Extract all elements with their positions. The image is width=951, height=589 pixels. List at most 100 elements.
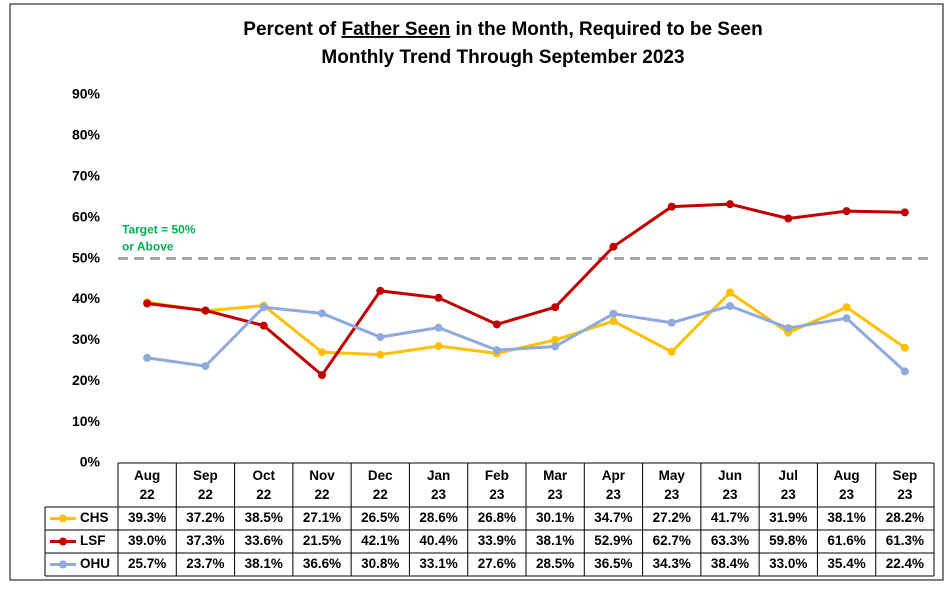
x-tick-part: Mar (543, 468, 568, 483)
table-value: 38.5% (245, 510, 283, 525)
x-tick-part: Apr (602, 468, 626, 483)
title-part: Percent of (243, 19, 341, 40)
x-tick-label: Oct 22 (252, 468, 275, 502)
table-value: 61.3% (886, 533, 924, 548)
x-tick-part: Dec (368, 468, 393, 483)
point (900, 343, 909, 352)
point (259, 303, 268, 312)
x-tick-part: 23 (897, 487, 913, 502)
table-value: 33.6% (245, 533, 283, 548)
target-label: Target = 50% (122, 223, 196, 237)
point (143, 353, 152, 362)
table-value: 30.1% (536, 510, 574, 525)
table-value: 23.7% (186, 556, 224, 571)
point (492, 320, 501, 329)
x-tick-part: 23 (781, 487, 797, 502)
table-value: 36.6% (303, 556, 341, 571)
point (667, 318, 676, 327)
x-tick-part: Aug (833, 468, 859, 483)
point (609, 317, 618, 326)
point (492, 346, 501, 355)
x-tick-label: May 23 (659, 468, 686, 502)
legend-label: CHS (80, 510, 109, 525)
table-value: 31.9% (769, 510, 807, 525)
table-value: 25.7% (128, 556, 166, 571)
y-tick-label: 90% (72, 86, 101, 102)
title-part: Father Seen (341, 19, 450, 40)
table-value: 28.5% (536, 556, 574, 571)
point (726, 200, 734, 209)
x-tick-part: 23 (839, 487, 855, 502)
y-tick-label: 60% (72, 208, 101, 224)
point (609, 309, 618, 318)
x-tick-part: 23 (431, 487, 447, 502)
table-value: 37.2% (186, 510, 224, 525)
legend-label: LSF (80, 533, 106, 548)
legend-marker (59, 514, 67, 523)
x-tick-part: Nov (309, 468, 335, 483)
y-tick-label: 70% (72, 167, 101, 183)
point (900, 367, 909, 376)
table-value: 61.6% (827, 533, 865, 548)
x-tick-part: 22 (198, 487, 213, 502)
point (318, 309, 326, 318)
table-value: 36.5% (594, 556, 632, 571)
y-tick-label: 0% (80, 454, 101, 470)
x-tick-label: Aug 22 (134, 468, 160, 502)
point (551, 303, 560, 312)
x-tick-label: Dec 22 (368, 468, 393, 502)
x-tick-part: Sep (193, 468, 218, 483)
table-value: 42.1% (361, 533, 399, 548)
x-tick-part: Jun (718, 468, 742, 483)
point (201, 362, 210, 371)
point (842, 303, 851, 312)
x-tick-part: 23 (548, 487, 564, 502)
table-value: 63.3% (711, 533, 749, 548)
table-value: 34.7% (594, 510, 632, 525)
legend-label: OHU (80, 556, 110, 571)
x-tick-part: Jan (427, 468, 450, 483)
point (609, 242, 618, 251)
table-value: 41.7% (711, 510, 749, 525)
x-tick-label: Sep 23 (892, 468, 917, 502)
point (259, 321, 268, 330)
x-tick-part: 22 (140, 487, 155, 502)
point (842, 207, 851, 216)
x-tick-part: Sep (892, 468, 917, 483)
table-value: 33.9% (478, 533, 516, 548)
point (784, 324, 793, 333)
x-tick-part: 23 (664, 487, 680, 502)
x-tick-part: Oct (252, 468, 275, 483)
point (434, 293, 443, 302)
x-tick-part: Jul (779, 468, 799, 483)
point (434, 342, 443, 351)
x-tick-label: Mar 23 (543, 468, 568, 502)
x-tick-label: Feb 23 (485, 468, 509, 502)
table-value: 33.1% (419, 556, 457, 571)
x-tick-label: Apr 23 (602, 468, 626, 502)
point (726, 301, 734, 310)
point (318, 348, 326, 357)
table-value: 39.0% (128, 533, 166, 548)
point (900, 208, 909, 217)
point (842, 314, 851, 323)
legend-marker (59, 560, 67, 569)
table-value: 33.0% (769, 556, 807, 571)
table-value: 34.3% (653, 556, 691, 571)
y-tick-label: 80% (72, 127, 101, 143)
x-tick-part: 22 (373, 487, 388, 502)
table-value: 28.6% (419, 510, 457, 525)
chart-border (9, 3, 944, 581)
x-tick-part: 23 (606, 487, 622, 502)
table-value: 52.9% (594, 533, 632, 548)
table-value: 37.3% (186, 533, 224, 548)
table-value: 26.8% (478, 510, 516, 525)
table-value: 38.1% (245, 556, 283, 571)
x-tick-part: Aug (134, 468, 160, 483)
x-tick-part: 22 (314, 487, 329, 502)
table-value: 27.6% (478, 556, 516, 571)
point (318, 371, 326, 380)
chart-subtitle: Monthly Trend Through September 2023 (321, 47, 684, 68)
point (551, 335, 560, 344)
